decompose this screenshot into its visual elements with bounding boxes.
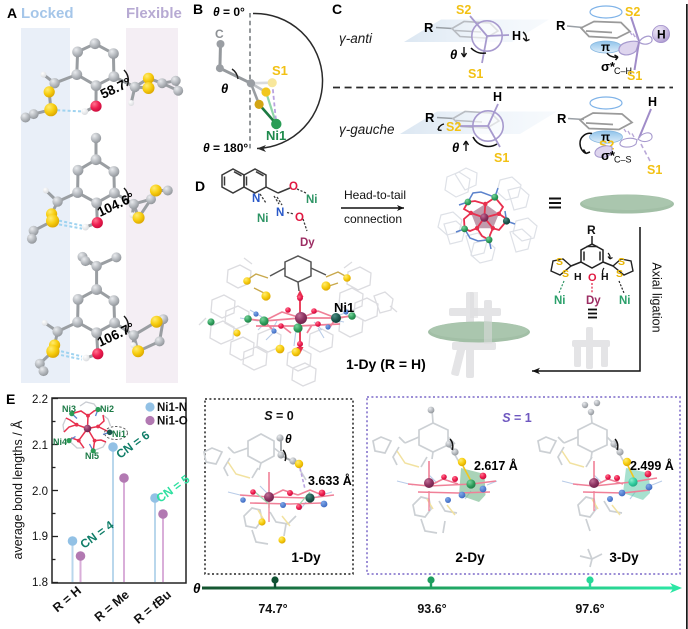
- svg-text:π: π: [601, 130, 610, 144]
- svg-text:1.8: 1.8: [32, 577, 48, 589]
- svg-text:S2: S2: [456, 3, 471, 17]
- svg-text:Ni: Ni: [619, 295, 631, 307]
- svg-text:93.6°: 93.6°: [417, 602, 446, 616]
- svg-text:Flexible: Flexible: [126, 5, 182, 22]
- svg-text:θ = 180°: θ = 180°: [203, 141, 248, 155]
- svg-text:H: H: [657, 28, 666, 42]
- svg-text:C: C: [215, 27, 224, 41]
- svg-text:H: H: [493, 90, 502, 104]
- svg-text:E: E: [6, 391, 15, 407]
- svg-text:1.9: 1.9: [32, 531, 48, 543]
- svg-text:R = Me: R = Me: [92, 588, 132, 625]
- svg-text:π: π: [601, 40, 610, 54]
- svg-text:S2: S2: [625, 5, 640, 19]
- svg-text:C–H: C–H: [614, 66, 632, 76]
- svg-text:θ: θ: [221, 81, 228, 96]
- svg-text:σ*: σ*: [601, 148, 616, 163]
- svg-text:S1: S1: [494, 151, 509, 165]
- svg-text:S1: S1: [627, 69, 642, 83]
- svg-text:Ni: Ni: [554, 295, 566, 307]
- svg-text:S = 0: S = 0: [264, 409, 294, 423]
- svg-text:2.499 Å: 2.499 Å: [630, 458, 674, 473]
- svg-text:H: H: [512, 29, 521, 43]
- svg-text:Axial ligation: Axial ligation: [650, 262, 664, 332]
- svg-text:σ*: σ*: [601, 59, 616, 74]
- svg-text:Head-to-tail: Head-to-tail: [344, 188, 406, 202]
- svg-text:Ni1-N: Ni1-N: [157, 402, 187, 414]
- svg-text:Ni5: Ni5: [85, 451, 99, 461]
- svg-text:74.7°: 74.7°: [258, 602, 287, 616]
- svg-text:R: R: [587, 223, 596, 237]
- svg-text:Ni4: Ni4: [53, 437, 67, 447]
- svg-text:Ni1-O: Ni1-O: [157, 416, 188, 428]
- svg-text:3.633 Å: 3.633 Å: [308, 473, 352, 488]
- svg-text:S = 1: S = 1: [502, 411, 532, 425]
- svg-text:Ni1: Ni1: [112, 429, 126, 439]
- svg-text:A: A: [7, 5, 17, 21]
- svg-text:Ni2: Ni2: [100, 404, 114, 414]
- svg-text:1-Dy (R = H): 1-Dy (R = H): [346, 356, 426, 372]
- svg-text:B: B: [193, 1, 203, 17]
- svg-text:S1: S1: [272, 63, 288, 78]
- svg-text:C–S: C–S: [614, 155, 632, 165]
- svg-text:Ni: Ni: [306, 194, 318, 206]
- svg-text:S1: S1: [647, 163, 662, 177]
- svg-text:CN = 4: CN = 4: [78, 518, 117, 552]
- svg-text:Dy: Dy: [300, 237, 315, 249]
- svg-text:γ-gauche: γ-gauche: [339, 122, 395, 137]
- svg-text:N: N: [276, 207, 284, 219]
- svg-text:2.617 Å: 2.617 Å: [474, 458, 518, 473]
- svg-text:S: S: [618, 256, 625, 268]
- svg-text:N: N: [252, 193, 260, 205]
- svg-text:S1: S1: [468, 67, 483, 81]
- svg-text:θ: θ: [193, 581, 201, 596]
- svg-text:θ: θ: [452, 140, 459, 155]
- svg-text:R: R: [424, 20, 434, 35]
- svg-text:average bond lengths / Å: average bond lengths / Å: [10, 420, 25, 560]
- svg-text:Locked: Locked: [21, 5, 74, 22]
- svg-text:Ni3: Ni3: [62, 404, 76, 414]
- svg-text:Ni1: Ni1: [266, 128, 286, 143]
- svg-text:Ni1: Ni1: [334, 300, 354, 315]
- svg-text:1-Dy: 1-Dy: [291, 550, 321, 565]
- svg-text:2.2: 2.2: [32, 394, 48, 406]
- svg-text:Ni: Ni: [257, 213, 269, 225]
- svg-text:2.0: 2.0: [32, 486, 48, 498]
- svg-text:γ-anti: γ-anti: [339, 31, 373, 46]
- svg-text:O: O: [289, 181, 298, 193]
- svg-text:2-Dy: 2-Dy: [455, 550, 485, 565]
- svg-text:H: H: [601, 271, 609, 283]
- svg-text:connection: connection: [344, 212, 402, 226]
- svg-text:R: R: [556, 18, 566, 33]
- svg-text:θ = 0°: θ = 0°: [213, 5, 245, 19]
- svg-text:S: S: [616, 268, 623, 280]
- svg-text:θ: θ: [450, 47, 457, 62]
- svg-text:S: S: [562, 268, 569, 280]
- svg-text:R = tBu: R = tBu: [131, 588, 174, 627]
- svg-text:H: H: [574, 271, 582, 283]
- svg-text:O: O: [295, 212, 304, 224]
- svg-text:R: R: [425, 110, 435, 125]
- svg-text:3-Dy: 3-Dy: [609, 550, 639, 565]
- svg-text:2.1: 2.1: [32, 440, 48, 452]
- svg-text:R = H: R = H: [50, 584, 84, 615]
- svg-text:Dy: Dy: [586, 295, 601, 307]
- svg-text:O: O: [588, 272, 597, 284]
- svg-text:C: C: [332, 1, 342, 17]
- svg-text:D: D: [195, 178, 205, 194]
- svg-text:S2: S2: [446, 120, 461, 134]
- svg-text:S: S: [556, 256, 563, 268]
- svg-text:H: H: [648, 95, 657, 109]
- svg-text:θ: θ: [285, 432, 292, 446]
- svg-text:R: R: [557, 111, 567, 126]
- svg-text:97.6°: 97.6°: [575, 602, 604, 616]
